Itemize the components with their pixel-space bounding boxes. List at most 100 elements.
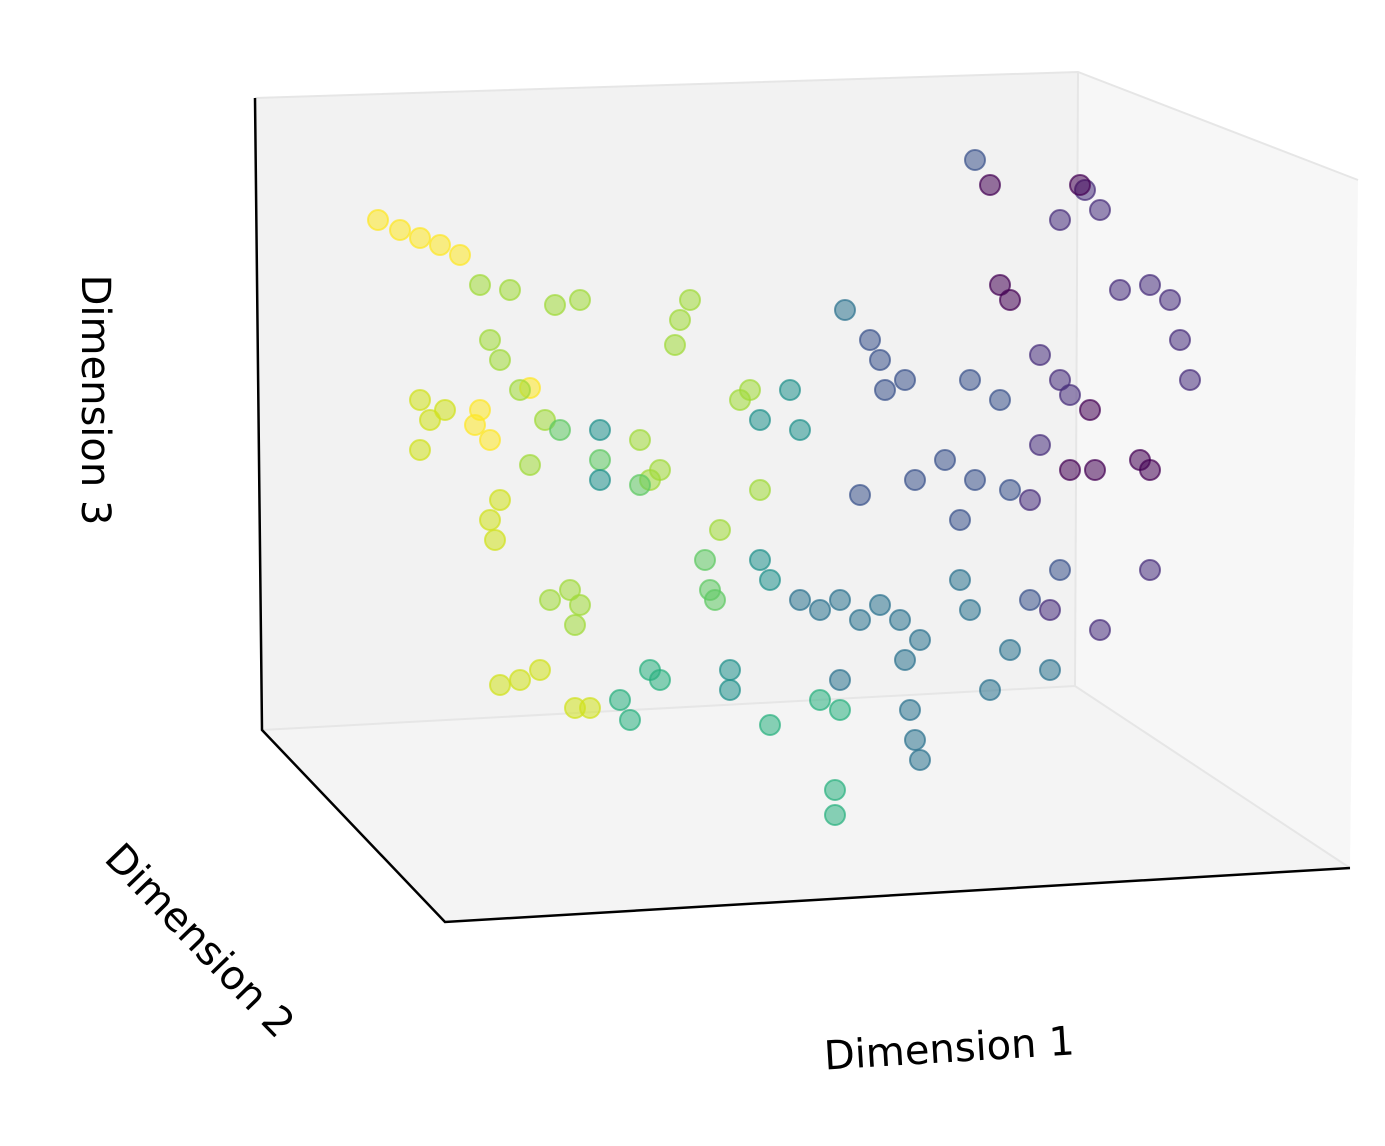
point: [834, 299, 856, 321]
point: [1049, 559, 1071, 581]
point: [509, 669, 531, 691]
point: [1029, 434, 1051, 456]
point: [1059, 459, 1081, 481]
point: [629, 429, 651, 451]
point: [934, 449, 956, 471]
point: [529, 659, 551, 681]
point: [829, 699, 851, 721]
point: [999, 289, 1021, 311]
point: [579, 697, 601, 719]
point: [429, 234, 451, 256]
point: [1139, 274, 1161, 296]
point: [499, 279, 521, 301]
point: [1039, 659, 1061, 681]
point: [409, 389, 431, 411]
point: [904, 729, 926, 751]
point: [409, 227, 431, 249]
point: [484, 529, 506, 551]
point: [739, 379, 761, 401]
point: [564, 614, 586, 636]
point: [949, 509, 971, 531]
point: [889, 609, 911, 631]
point: [894, 369, 916, 391]
point: [1029, 344, 1051, 366]
point: [619, 709, 641, 731]
point: [809, 689, 831, 711]
point: [1109, 279, 1131, 301]
point: [1084, 459, 1106, 481]
point: [629, 474, 651, 496]
point: [979, 679, 1001, 701]
point: [964, 149, 986, 171]
point: [479, 329, 501, 351]
point: [859, 329, 881, 351]
point: [704, 589, 726, 611]
point: [489, 349, 511, 371]
point: [449, 244, 471, 266]
point: [1089, 619, 1111, 641]
point: [749, 479, 771, 501]
point: [749, 409, 771, 431]
point: [894, 649, 916, 671]
point: [549, 419, 571, 441]
floor-pane: [262, 686, 1350, 922]
point: [409, 439, 431, 461]
point: [904, 469, 926, 491]
point: [649, 669, 671, 691]
point: [1039, 599, 1061, 621]
point: [669, 309, 691, 331]
point: [1089, 199, 1111, 221]
point: [824, 779, 846, 801]
point: [719, 659, 741, 681]
point: [749, 549, 771, 571]
point: [1019, 589, 1041, 611]
point: [589, 449, 611, 471]
point: [1079, 399, 1101, 421]
z-axis-label: Dimension 3: [72, 275, 118, 526]
point: [719, 679, 741, 701]
point: [989, 274, 1011, 296]
point: [829, 669, 851, 691]
point: [874, 379, 896, 401]
point: [759, 569, 781, 591]
points: [367, 149, 1201, 826]
point: [479, 429, 501, 451]
point: [1169, 329, 1191, 351]
point: [479, 509, 501, 531]
point: [869, 594, 891, 616]
point: [1019, 489, 1041, 511]
point: [829, 589, 851, 611]
point: [649, 459, 671, 481]
point: [389, 219, 411, 241]
axes: [253, 97, 1351, 924]
point: [1139, 559, 1161, 581]
point: [809, 599, 831, 621]
point: [979, 174, 1001, 196]
point: [909, 749, 931, 771]
point: [849, 484, 871, 506]
point: [469, 274, 491, 296]
point: [679, 289, 701, 311]
point: [489, 674, 511, 696]
point: [869, 349, 891, 371]
point: [569, 289, 591, 311]
point: [489, 489, 511, 511]
point: [899, 699, 921, 721]
point: [609, 689, 631, 711]
point: [999, 639, 1021, 661]
point: [909, 629, 931, 651]
point: [759, 714, 781, 736]
point: [1069, 174, 1091, 196]
point: [789, 419, 811, 441]
point: [694, 549, 716, 571]
point: [849, 609, 871, 631]
point: [464, 414, 486, 436]
point: [664, 334, 686, 356]
point: [589, 419, 611, 441]
point: [1139, 459, 1161, 481]
point: [539, 589, 561, 611]
point: [959, 599, 981, 621]
point: [509, 379, 531, 401]
point: [419, 409, 441, 431]
point: [989, 389, 1011, 411]
